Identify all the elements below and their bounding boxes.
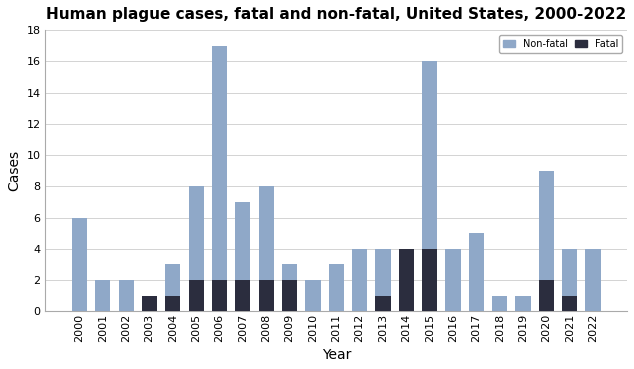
Bar: [422, 61, 437, 249]
Bar: [189, 280, 204, 311]
Bar: [212, 280, 227, 311]
Bar: [306, 280, 321, 311]
Bar: [539, 280, 554, 311]
Bar: [562, 249, 578, 296]
X-axis label: Year: Year: [321, 348, 351, 362]
Bar: [422, 249, 437, 311]
Bar: [585, 249, 600, 311]
Bar: [352, 249, 367, 311]
Bar: [375, 296, 391, 311]
Bar: [328, 265, 344, 311]
Bar: [399, 249, 414, 311]
Bar: [282, 265, 297, 280]
Bar: [235, 202, 250, 280]
Bar: [165, 265, 181, 296]
Legend: Non-fatal, Fatal: Non-fatal, Fatal: [500, 35, 622, 53]
Title: Human plague cases, fatal and non-fatal, United States, 2000-2022: Human plague cases, fatal and non-fatal,…: [46, 7, 626, 22]
Bar: [72, 218, 87, 311]
Bar: [282, 280, 297, 311]
Bar: [539, 171, 554, 280]
Bar: [259, 186, 274, 280]
Bar: [212, 46, 227, 280]
Bar: [95, 280, 110, 311]
Bar: [142, 296, 157, 311]
Bar: [446, 249, 460, 311]
Y-axis label: Cases: Cases: [7, 150, 21, 191]
Bar: [119, 280, 134, 311]
Bar: [469, 233, 484, 311]
Bar: [259, 280, 274, 311]
Bar: [492, 296, 507, 311]
Bar: [235, 280, 250, 311]
Bar: [165, 296, 181, 311]
Bar: [562, 296, 578, 311]
Bar: [375, 249, 391, 296]
Bar: [515, 296, 531, 311]
Bar: [189, 186, 204, 280]
